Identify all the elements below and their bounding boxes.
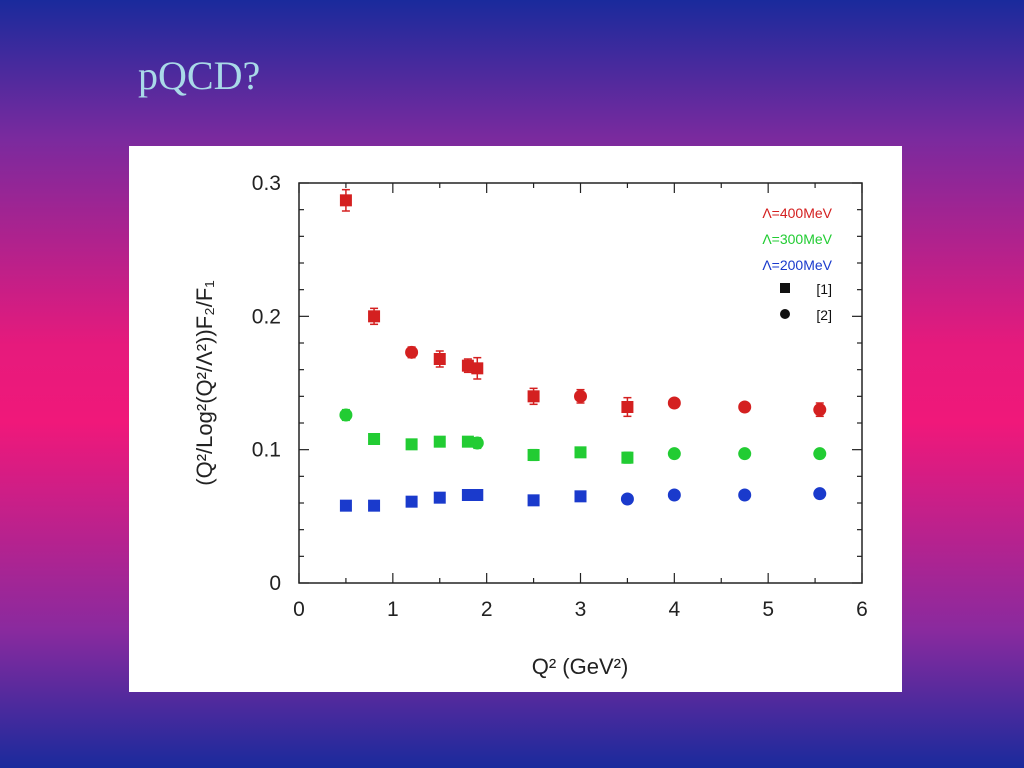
data-point-square — [461, 489, 474, 501]
data-point-square — [405, 495, 418, 508]
data-point-square — [368, 310, 381, 323]
scatter-chart: 0 1 2 3 4 5 6 0 0.1 0.2 0.3 Q² (GeV²) (Q²/Log²(Q²… — [192, 172, 868, 679]
y-tick-label: 0.2 — [252, 305, 281, 328]
data-point-square — [461, 359, 474, 372]
data-point-circle — [667, 447, 681, 461]
legend-entry: Λ=300MeV — [762, 231, 832, 247]
data-point-square — [461, 435, 474, 448]
data-point-circle — [574, 389, 587, 403]
legend-marker-label: [2] — [816, 307, 832, 323]
data-point-circle — [738, 488, 752, 502]
data-point-circle — [667, 488, 681, 502]
data-point-square — [368, 499, 381, 512]
axis-ticks — [298, 182, 863, 584]
x-tick-label: 0 — [293, 598, 305, 621]
data-point-circle — [667, 396, 681, 410]
data-point-circle — [813, 447, 827, 461]
data-point-square — [621, 401, 634, 413]
data-point-circle — [620, 492, 634, 506]
y-tick-label: 0.1 — [252, 439, 281, 462]
legend-marker-circle — [780, 309, 790, 319]
data-point-square — [405, 438, 418, 451]
legend-entry: Λ=400MeV — [762, 205, 832, 221]
data-point-circle — [470, 436, 484, 450]
data-point-square — [527, 494, 540, 507]
data-point-square — [471, 489, 484, 501]
x-tick-label: 2 — [481, 598, 493, 621]
data-point-square — [527, 390, 540, 403]
x-tick-label: 1 — [387, 598, 399, 621]
y-tick-label: 0 — [269, 572, 281, 595]
data-point-circle — [738, 400, 752, 414]
data-point-square — [574, 446, 587, 459]
data-point-square — [527, 449, 540, 461]
chart-panel: 0 1 2 3 4 5 6 0 0.1 0.2 0.3 Q² (GeV²) (Q²/Log²(Q²… — [129, 146, 902, 692]
data-point-square — [339, 499, 352, 512]
y-tick-label: 0.3 — [252, 172, 281, 195]
x-axis-label: Q² (GeV²) — [532, 654, 629, 679]
x-tick-labels: 0 1 2 3 4 5 6 — [293, 598, 868, 621]
data-points — [339, 188, 827, 512]
legend: Λ=400MeV Λ=300MeV Λ=200MeV [1] [2] — [762, 205, 832, 323]
legend-marker-square — [780, 283, 790, 293]
x-tick-label: 5 — [762, 598, 774, 621]
x-tick-label: 6 — [856, 598, 868, 621]
data-point-square — [339, 194, 352, 207]
data-point-circle — [813, 487, 827, 501]
data-point-square — [433, 491, 446, 504]
data-point-square — [621, 451, 634, 464]
data-point-circle — [813, 403, 827, 417]
legend-entry: Λ=200MeV — [762, 257, 832, 273]
data-point-square — [368, 433, 381, 445]
x-tick-label: 4 — [668, 598, 680, 621]
data-point-circle — [405, 345, 419, 359]
x-tick-label: 3 — [575, 598, 587, 621]
data-point-circle — [738, 447, 752, 461]
data-point-circle — [339, 408, 353, 422]
data-point-square — [471, 362, 484, 375]
y-tick-labels: 0 0.1 0.2 0.3 — [252, 172, 281, 595]
y-axis-label: (Q²/Log²(Q²/Λ²))F₂/F₁ — [192, 280, 217, 485]
data-point-square — [433, 353, 446, 365]
slide-title: pQCD? — [138, 53, 261, 98]
data-point-square — [574, 490, 587, 503]
data-point-square — [433, 435, 446, 448]
legend-marker-label: [1] — [816, 281, 832, 297]
